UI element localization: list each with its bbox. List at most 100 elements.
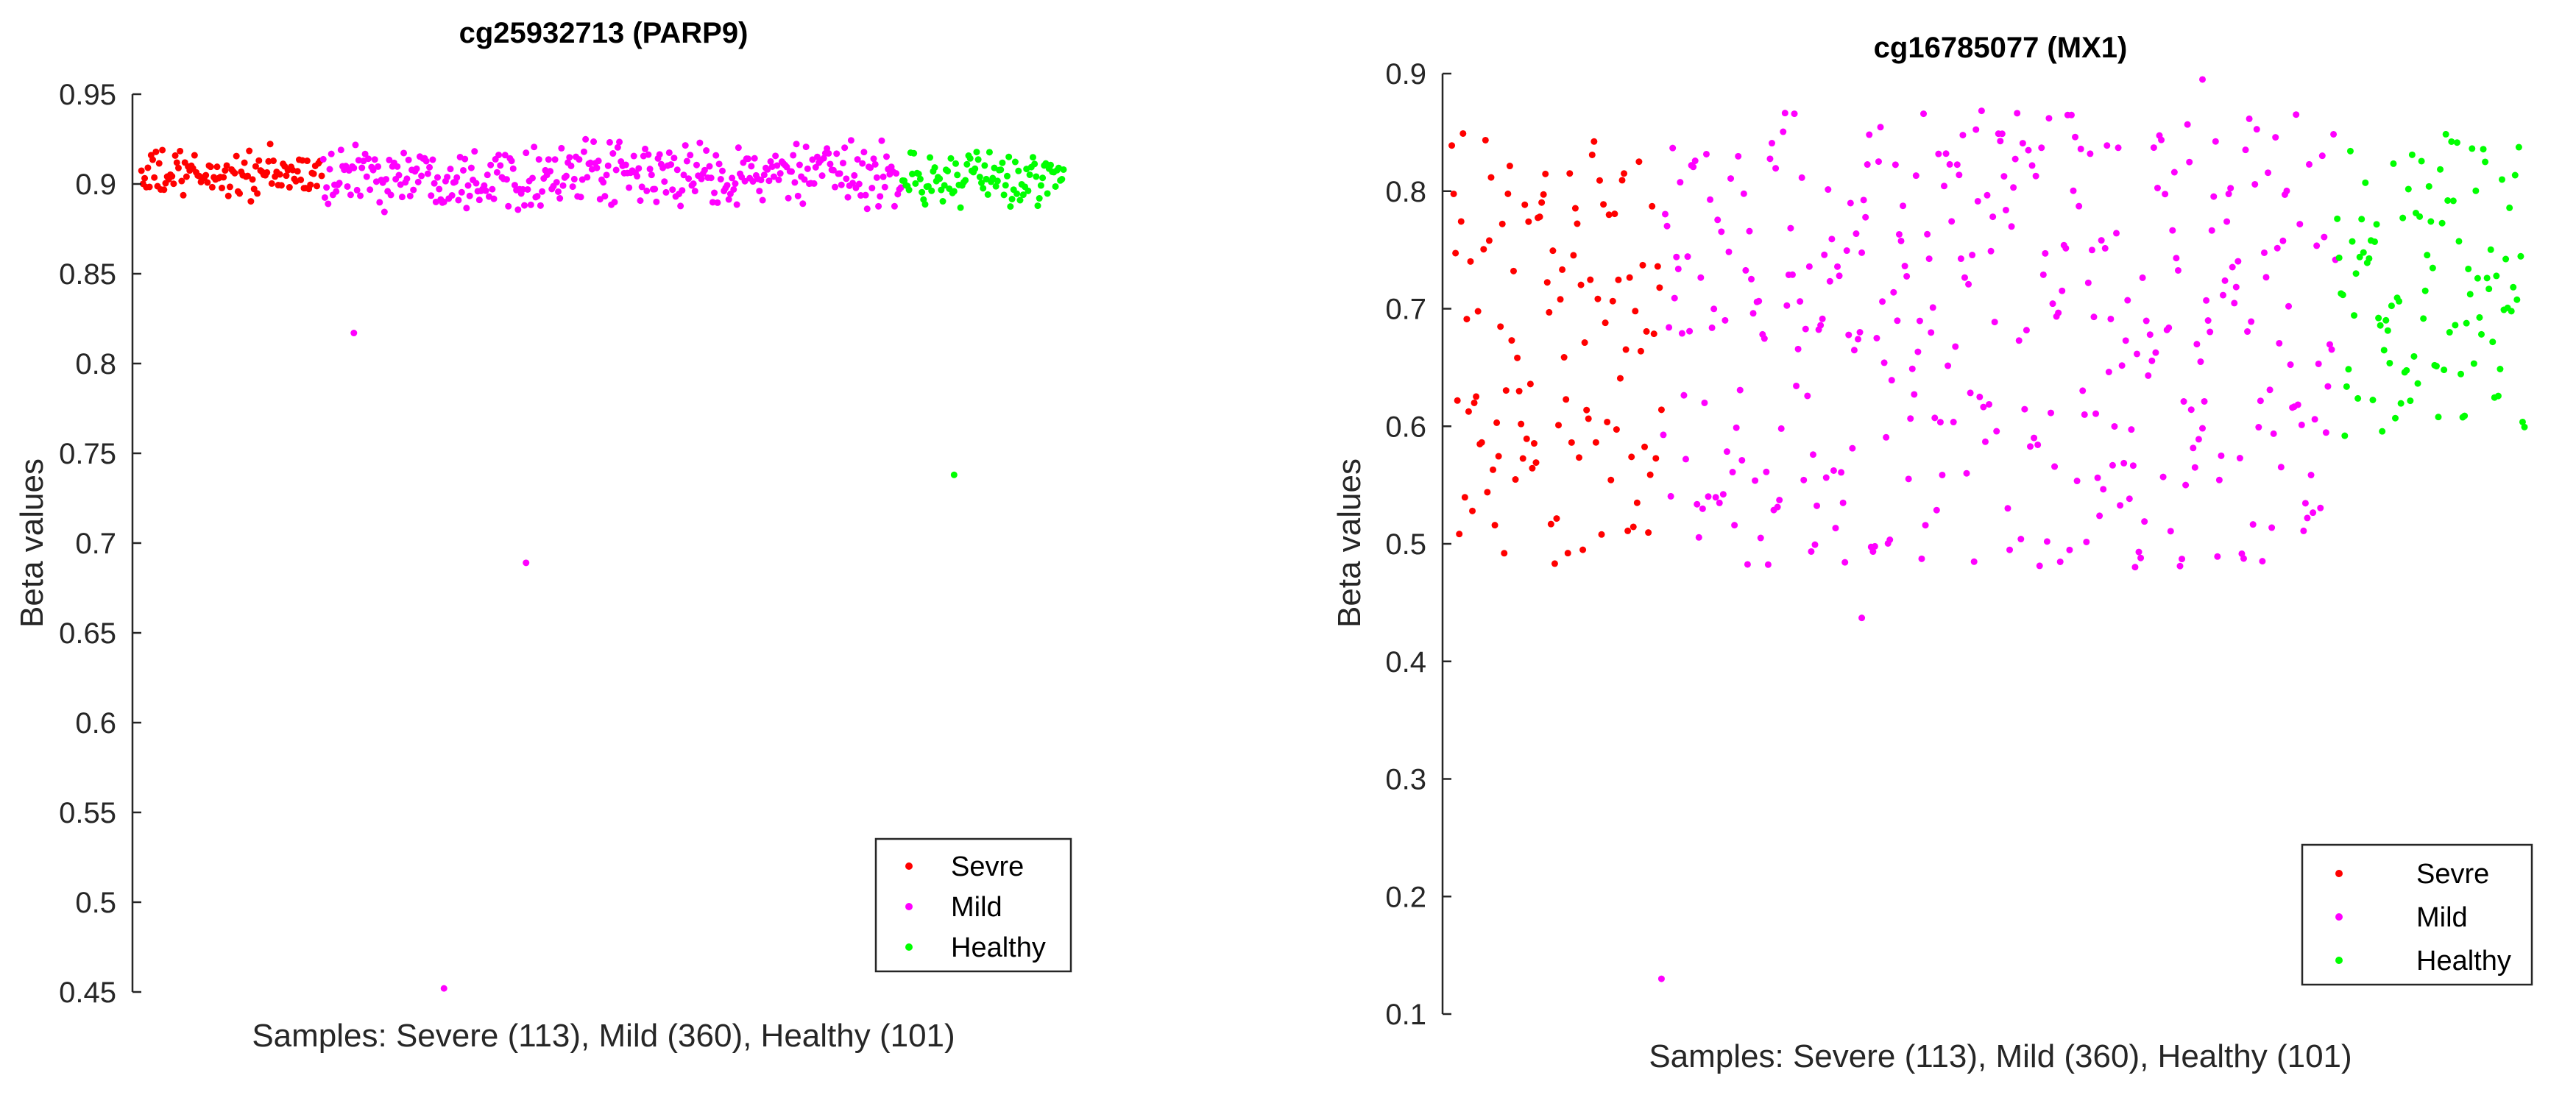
point-mild	[2077, 145, 2084, 152]
point-mild	[849, 180, 857, 187]
point-healthy	[2386, 359, 2393, 366]
point-sevre	[144, 164, 152, 171]
point-mild	[2311, 416, 2318, 423]
point-mild	[497, 162, 504, 169]
point-mild	[2159, 473, 2167, 481]
point-sevre	[1559, 266, 1566, 273]
point-healthy	[2449, 197, 2457, 205]
point-mild	[735, 144, 742, 152]
point-sevre	[213, 163, 221, 171]
point-healthy	[2508, 308, 2515, 315]
point-mild	[2253, 126, 2260, 133]
point-mild	[531, 143, 538, 151]
point-healthy	[2498, 176, 2505, 183]
point-mild	[2126, 495, 2133, 503]
point-mild	[422, 157, 430, 165]
point-healthy	[1005, 153, 1013, 160]
point-mild	[2179, 556, 2186, 563]
point-sevre	[1480, 246, 1487, 253]
point-sevre	[268, 180, 275, 187]
point-healthy	[2470, 360, 2477, 367]
point-mild	[2088, 247, 2095, 254]
point-mild	[2072, 133, 2079, 141]
point-mild	[1766, 155, 1774, 163]
point-mild	[2154, 184, 2161, 191]
point-sevre	[1613, 426, 1620, 433]
point-mild	[1925, 255, 1933, 263]
point-sevre	[1457, 218, 1465, 225]
point-healthy	[984, 191, 991, 198]
y-tick-label: 0.1	[1385, 999, 1426, 1031]
point-sevre	[1637, 347, 1644, 355]
point-mild	[751, 155, 758, 162]
point-mild	[715, 160, 723, 168]
point-mild-outlier	[523, 559, 530, 567]
point-mild	[1987, 247, 1995, 255]
point-mild	[2081, 411, 2088, 418]
point-sevre	[1600, 201, 1607, 208]
point-healthy	[2399, 214, 2407, 222]
point-mild	[361, 150, 369, 157]
point-healthy	[2373, 221, 2380, 228]
point-healthy	[2384, 327, 2391, 334]
point-sevre	[1546, 308, 1553, 316]
point-sevre	[283, 172, 290, 180]
point-mild	[1788, 271, 1796, 278]
point-mild	[859, 160, 866, 167]
point-mild	[1828, 235, 1836, 243]
point-mild	[2265, 169, 2272, 177]
point-mild	[2204, 317, 2212, 325]
point-sevre	[1560, 354, 1568, 361]
point-mild	[410, 186, 417, 194]
point-mild	[796, 161, 803, 169]
point-mild	[1834, 263, 1841, 270]
point-mild	[622, 161, 629, 169]
point-healthy	[939, 198, 946, 205]
point-mild	[698, 175, 705, 182]
point-mild	[2208, 227, 2215, 234]
point-mild	[614, 143, 621, 151]
point-sevre	[254, 190, 261, 197]
point-healthy	[941, 182, 948, 189]
point-healthy	[2466, 291, 2474, 298]
point-sevre	[1616, 375, 1624, 382]
point-healthy	[1047, 161, 1055, 169]
point-mild	[1907, 415, 1914, 422]
point-mild	[2115, 144, 2122, 152]
point-mild	[2066, 546, 2073, 553]
point-sevre	[1583, 406, 1590, 414]
point-mild	[554, 188, 562, 195]
point-healthy	[1060, 166, 1067, 173]
point-mild	[2036, 562, 2043, 570]
point-mild	[646, 166, 654, 173]
point-mild	[2032, 172, 2039, 180]
point-mild	[1797, 298, 1804, 305]
point-healthy	[2354, 394, 2362, 402]
point-mild	[2023, 327, 2030, 334]
point-sevre	[1649, 202, 1656, 210]
point-mild	[2223, 218, 2231, 225]
point-sevre	[1650, 330, 1657, 338]
point-healthy	[1026, 171, 1033, 178]
point-mild	[2059, 287, 2066, 294]
point-healthy	[2452, 322, 2459, 329]
point-mild	[1772, 165, 1780, 172]
point-healthy	[1013, 190, 1021, 197]
point-mild	[493, 169, 500, 176]
legend-marker-mild	[2335, 913, 2343, 921]
point-mild	[1903, 272, 1911, 280]
point-healthy	[2390, 160, 2397, 167]
point-sevre	[1508, 337, 1515, 344]
point-mild	[333, 188, 340, 195]
point-sevre	[1628, 453, 1635, 461]
point-mild	[1738, 456, 1746, 464]
point-sevre	[223, 162, 230, 169]
y-tick-label: 0.5	[1385, 528, 1426, 561]
point-healthy	[2455, 238, 2463, 245]
point-mild	[537, 202, 544, 209]
point-mild	[1886, 536, 1894, 544]
point-healthy	[910, 149, 918, 157]
point-mild	[730, 185, 737, 193]
point-healthy	[2414, 380, 2421, 387]
point-mild	[862, 191, 869, 199]
